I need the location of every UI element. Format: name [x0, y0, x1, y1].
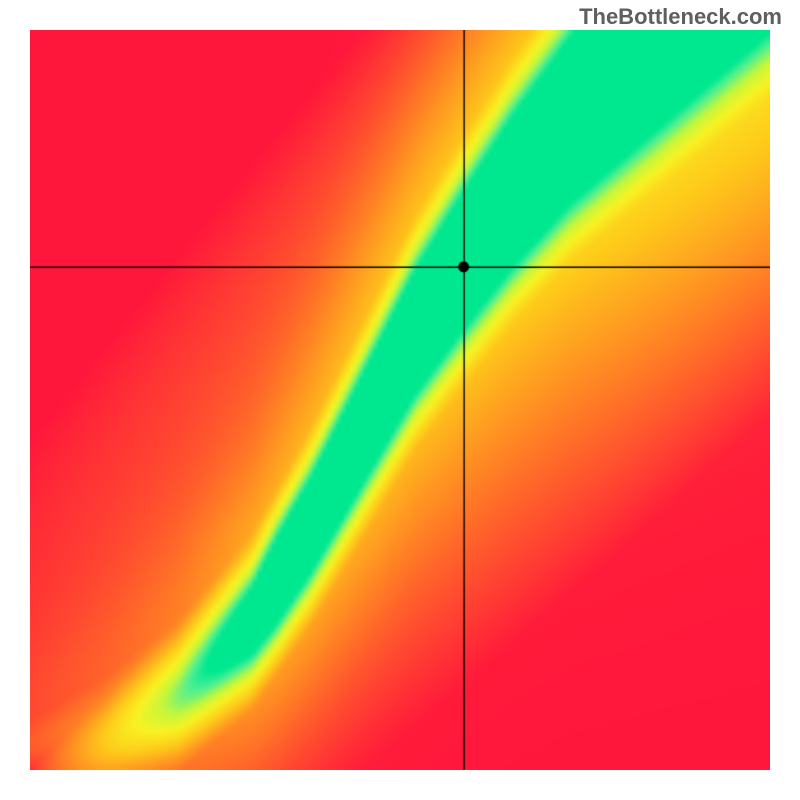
- crosshair-overlay: [30, 30, 770, 770]
- bottleneck-heatmap-chart: TheBottleneck.com: [0, 0, 800, 800]
- watermark-text: TheBottleneck.com: [579, 4, 782, 30]
